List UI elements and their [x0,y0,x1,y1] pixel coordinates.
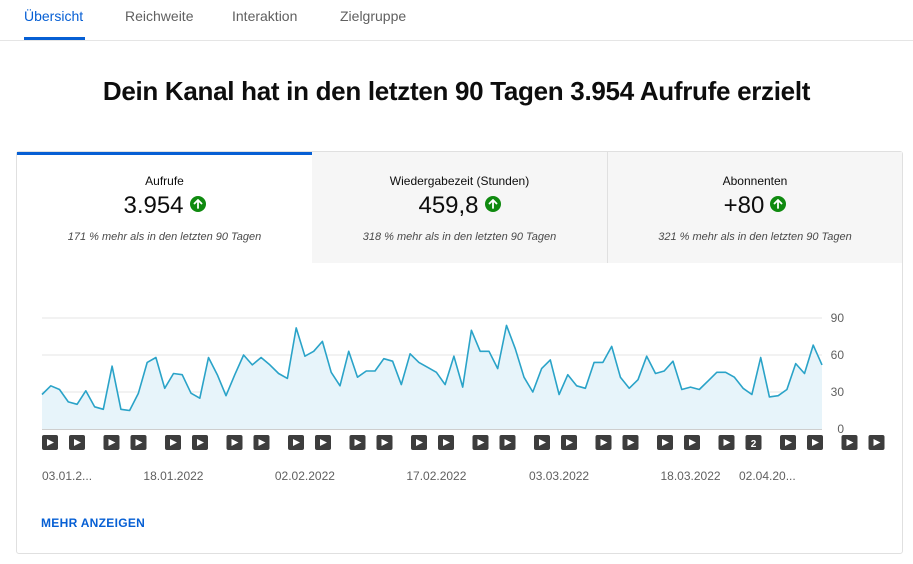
play-icon [785,439,792,446]
metric-label: Wiedergabezeit (Stunden) [389,174,530,188]
y-tick-label: 60 [831,348,845,362]
metric-label: Abonnenten [722,174,788,188]
play-icon [600,439,608,446]
metric-label: Aufrufe [145,174,184,188]
x-tick-label: 18.03.2022 [661,469,721,483]
play-icon [293,439,300,446]
play-icon [231,439,239,446]
y-tick-label: 90 [831,311,845,325]
video-marker [745,435,762,450]
metric-wiedergabezeit[interactable]: Wiedergabezeit (Stunden) 459,8 318 % meh… [312,152,607,263]
metric-value-row: +80 [608,192,902,220]
arrow-up-icon [189,195,206,212]
play-icon [539,439,546,446]
play-icon [723,439,731,446]
metric-value-row: 3.954 [17,192,312,220]
x-tick-label: 03.03.2022 [529,469,589,483]
series-area [42,325,822,429]
series-line [41,324,823,412]
play-icon [135,439,143,446]
metric-abonnenten[interactable]: Abonnenten +80 321 % mehr als in den let… [608,152,902,263]
play-icon [170,439,177,446]
play-icon [689,439,696,446]
tab-uebersicht[interactable]: Übersicht [24,8,84,24]
y-tick-label: 0 [837,422,844,436]
tab-zielgruppe[interactable]: Zielgruppe [340,8,407,24]
tab-bar: Übersicht Reichweite Interaktion Zielgru… [0,0,913,41]
play-icon [74,439,81,446]
page-headline: Dein Kanal hat in den letzten 90 Tagen 3… [102,76,811,106]
play-icon [47,439,54,446]
analytics-card: Aufrufe 3.954 171 % mehr als in den letz… [16,151,903,554]
play-icon [320,439,327,446]
x-tick-label: 02.04.20... [739,469,796,483]
play-icon [443,439,450,446]
metric-value-row: 459,8 [312,192,607,220]
play-icon [108,439,116,446]
metric-divider [607,152,608,263]
x-tick-label: 18.01.2022 [143,469,203,483]
arrow-up-icon [770,195,787,212]
active-tab-indicator [24,37,85,40]
views-chart: 90 60 30 0 2 03.01.2... 18.01.2022 02.02.2022 17… [41,311,885,483]
play-icon [258,439,266,446]
play-icon [812,439,819,446]
metric-value: +80 [723,192,765,219]
arrow-up-icon [484,195,501,212]
marker-count: 2 [751,439,757,450]
y-tick-label: 30 [831,385,845,399]
tab-reichweite[interactable]: Reichweite [125,8,194,24]
metric-comparison: 321 % mehr als in den letzten 90 Tagen [658,231,852,243]
play-icon [873,439,881,446]
metric-comparison: 171 % mehr als in den letzten 90 Tagen [67,231,262,243]
metric-aufrufe[interactable]: Aufrufe 3.954 171 % mehr als in den letz… [17,152,312,263]
x-tick-label: 02.02.2022 [275,469,335,483]
metric-comparison: 318 % mehr als in den letzten 90 Tagen [362,231,557,243]
active-metric-indicator [17,152,312,155]
play-icon [197,439,204,446]
play-icon [566,439,573,446]
play-icon [504,439,512,446]
x-tick-label: 17.02.2022 [406,469,466,483]
play-icon [662,439,669,446]
tab-interaktion[interactable]: Interaktion [232,8,298,24]
play-icon [416,439,423,446]
play-icon [381,439,389,446]
show-more-link[interactable]: MEHR ANZEIGEN [41,516,146,530]
play-icon [846,439,854,446]
play-icon [354,439,362,446]
metric-value: 459,8 [418,192,479,219]
metric-value: 3.954 [123,192,184,219]
play-icon [477,439,485,446]
x-tick-label: 03.01.2... [42,469,92,483]
play-icon [627,439,635,446]
